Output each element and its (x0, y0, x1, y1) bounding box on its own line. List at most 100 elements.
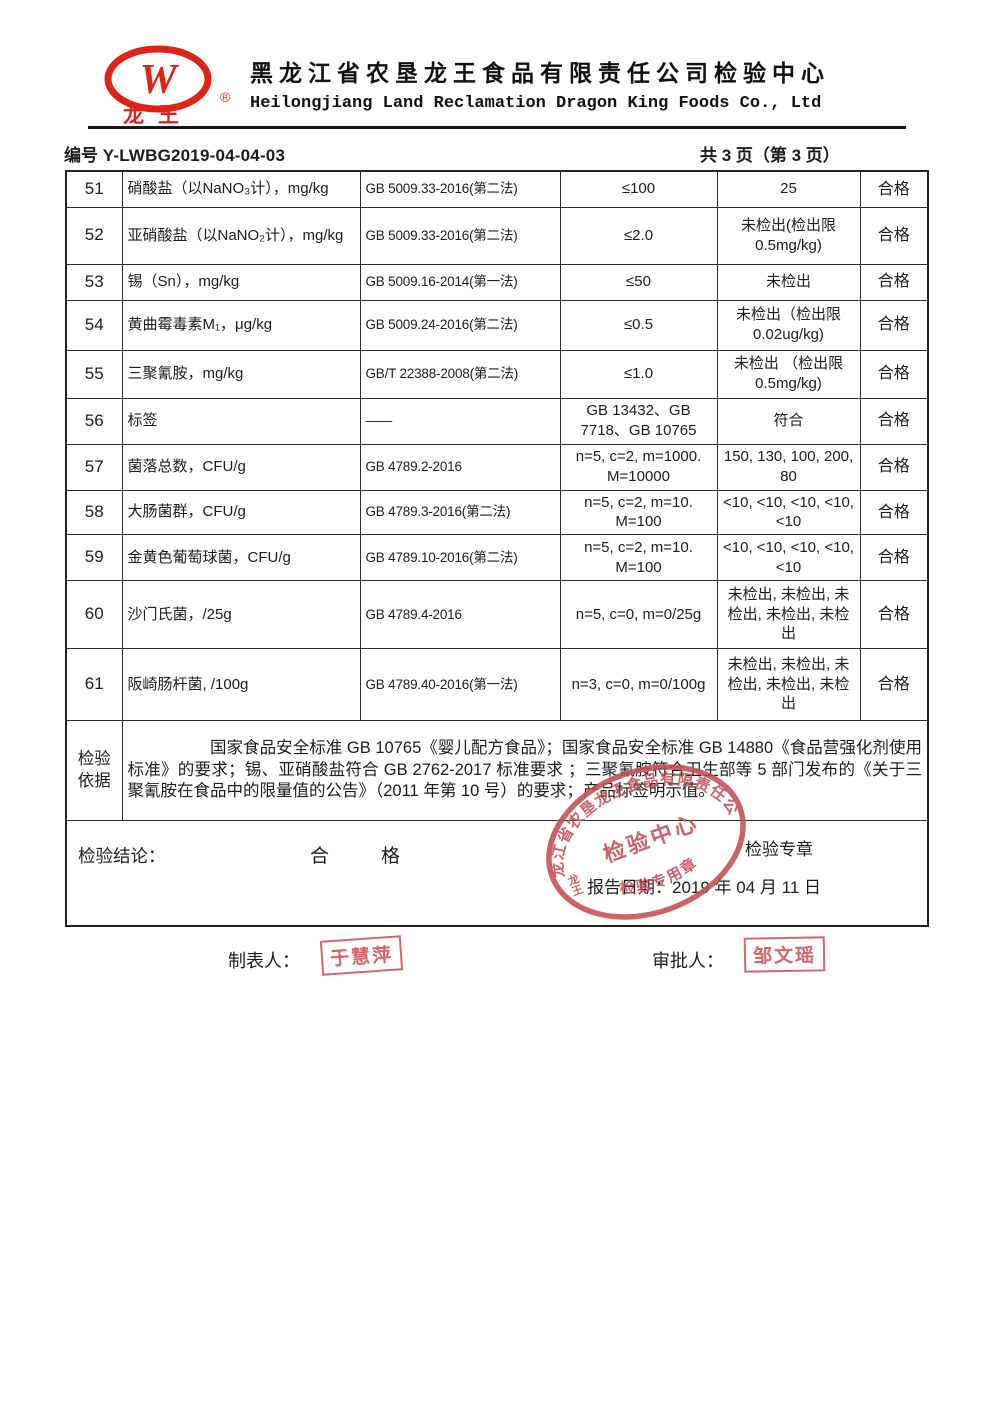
cell-conclusion: 合格 (859, 299, 929, 351)
cell-conclusion: 合格 (859, 206, 929, 265)
table-row: 54 黄曲霉毒素M₁，μg/kg GB 5009.24-2016(第二法) ≤0.5 未… (65, 299, 929, 351)
inspection-basis-row: 检验依据 国家食品安全标准 GB 10765《婴儿配方食品》；国家食品安全标准 … (65, 720, 929, 822)
cell-conclusion: 合格 (859, 489, 929, 536)
cell-conclusion: 合格 (859, 170, 929, 208)
preparer-name-stamp: 于慧萍 (319, 935, 404, 976)
table-row: 51 硝酸盐（以NaNO₃计），mg/kg GB 5009.33-2016(第二法)… (65, 170, 929, 208)
approver-name-stamp: 邹文瑶 (743, 936, 826, 973)
cell-limit: ≤100 (559, 170, 718, 208)
cell-limit: n=5, c=2, m=1000. M=10000 (559, 443, 718, 491)
cell-conclusion: 合格 (859, 443, 929, 491)
inspection-basis-text: 国家食品安全标准 GB 10765《婴儿配方食品》；国家食品安全标准 GB 14… (121, 720, 929, 822)
cell-limit: GB 13432、GB 7718、GB 10765 (559, 397, 718, 445)
logo-brand-text: 龙王 (123, 103, 193, 127)
conclusion-label: 检验结论： (78, 846, 166, 867)
cell-limit: n=5, c=2, m=10. M=100 (559, 534, 718, 582)
cell-no: 58 (65, 489, 123, 536)
cell-no: 60 (65, 580, 123, 650)
preparer-label: 制表人： (228, 951, 300, 971)
logo-mark: W (139, 57, 179, 103)
report-number-label: 编号 (64, 146, 98, 165)
test-results-table: 51 硝酸盐（以NaNO₃计），mg/kg GB 5009.33-2016(第二法)… (65, 170, 929, 927)
table-row: 60 沙门氏菌，/25g GB 4789.4-2016 n=5, c=0, m=0/2… (65, 580, 929, 650)
cell-no: 52 (65, 206, 123, 265)
cell-method: GB 5009.24-2016(第二法) (359, 299, 561, 351)
cell-item: 黄曲霉毒素M₁，μg/kg (121, 299, 361, 351)
cell-result: 未检出(检出限 0.5mg/kg) (716, 206, 861, 265)
cell-result: 未检出 （检出限 0.5mg/kg) (716, 349, 861, 399)
cell-no: 55 (65, 349, 123, 399)
cell-method: GB 4789.4-2016 (359, 580, 561, 650)
cell-limit: ≤0.5 (559, 299, 718, 351)
cell-limit: n=3, c=0, m=0/100g (559, 648, 718, 722)
cell-item: 三聚氰胺，mg/kg (121, 349, 361, 399)
cell-no: 56 (65, 397, 123, 445)
cell-item: 菌落总数，CFU/g (121, 443, 361, 491)
cell-result: <10, <10, <10, <10, <10 (716, 489, 861, 536)
table-row: 57 菌落总数，CFU/g GB 4789.2-2016 n=5, c=2, m=10… (65, 443, 929, 491)
cell-no: 57 (65, 443, 123, 491)
report-number-value: Y-LWBG2019-04-04-03 (102, 146, 286, 165)
cell-method: GB 4789.40-2016(第一法) (359, 648, 561, 722)
cell-no: 51 (65, 170, 123, 208)
cell-result: 150, 130, 100, 200, 80 (716, 443, 861, 491)
cell-item: 亚硝酸盐（以NaNO₂计），mg/kg (121, 206, 361, 265)
cell-item: 阪崎肠杆菌, /100g (121, 648, 361, 722)
approver-label: 审批人： (652, 951, 724, 971)
company-title-en: Heilongjiang Land Reclamation Dragon Kin… (250, 94, 822, 113)
cell-method: GB 5009.16-2014(第一法) (359, 263, 561, 301)
cell-method: GB 4789.10-2016(第二法) (359, 534, 561, 582)
table-row: 59 金黄色葡萄球菌，CFU/g GB 4789.10-2016(第二法) n=5, … (65, 534, 929, 582)
cell-method: GB 4789.2-2016 (359, 443, 561, 491)
cell-result: 未检出（检出限 0.02ug/kg) (716, 299, 861, 351)
cell-result: 25 (716, 170, 861, 208)
cell-item: 锡（Sn），mg/kg (121, 263, 361, 301)
table-row: 53 锡（Sn），mg/kg GB 5009.16-2014(第一法) ≤50 未检出合… (65, 263, 929, 301)
cell-conclusion: 合格 (859, 397, 929, 445)
cell-conclusion: 合格 (859, 534, 929, 582)
cell-limit: ≤2.0 (559, 206, 718, 265)
cell-no: 54 (65, 299, 123, 351)
table-row: 55 三聚氰胺，mg/kg GB/T 22388-2008(第二法) ≤1.0 未检出 … (65, 349, 929, 399)
cell-item: 标签 (121, 397, 361, 445)
cell-result: 未检出, 未检出, 未检出, 未检出, 未检出 (716, 580, 861, 650)
header-titles: 黑龙江省农垦龙王食品有限责任公司检验中心 Heilongjiang Land R… (250, 54, 850, 113)
cell-limit: n=5, c=2, m=10. M=100 (559, 489, 718, 536)
table-row: 52 亚硝酸盐（以NaNO₂计），mg/kg GB 5009.33-2016(第二法… (65, 206, 929, 265)
cell-method: GB/T 22388-2008(第二法) (359, 349, 561, 399)
company-logo: W ® 龙王 (94, 42, 244, 128)
cell-conclusion: 合格 (859, 648, 929, 722)
conclusion-cell: 检验结论： 合格 检验专章 报告日期：2019 年 04 月 11 日 (65, 820, 929, 927)
cell-result: 未检出 (716, 263, 861, 301)
cell-method: —— (359, 397, 561, 445)
conclusion-row: 检验结论： 合格 检验专章 报告日期：2019 年 04 月 11 日 (65, 820, 929, 927)
conclusion-value: 合格 (310, 846, 453, 868)
cell-no: 61 (65, 648, 123, 722)
cell-item: 硝酸盐（以NaNO₃计），mg/kg (121, 170, 361, 208)
header-divider (88, 126, 906, 129)
report-number: 编号 Y-LWBG2019-04-04-03 (64, 141, 285, 166)
cell-method: GB 5009.33-2016(第二法) (359, 170, 561, 208)
cell-item: 沙门氏菌，/25g (121, 580, 361, 650)
cell-method: GB 5009.33-2016(第二法) (359, 206, 561, 265)
table-row: 61 阪崎肠杆菌, /100g GB 4789.40-2016(第一法) n=3, c… (65, 648, 929, 722)
cell-no: 53 (65, 263, 123, 301)
cell-conclusion: 合格 (859, 263, 929, 301)
report-date: 报告日期：2019 年 04 月 11 日 (587, 878, 821, 898)
registered-mark: ® (220, 89, 231, 105)
results-table-body: 51 硝酸盐（以NaNO₃计），mg/kg GB 5009.33-2016(第二法)… (65, 170, 929, 722)
seal-label: 检验专章 (745, 840, 813, 860)
inspection-basis-label: 检验依据 (65, 720, 123, 822)
cell-method: GB 4789.3-2016(第二法) (359, 489, 561, 536)
cell-conclusion: 合格 (859, 349, 929, 399)
dragon-king-logo-graphic: W ® 龙王 (104, 45, 231, 127)
cell-item: 大肠菌群，CFU/g (121, 489, 361, 536)
cell-limit: ≤50 (559, 263, 718, 301)
page-info: 共 3 页（第 3 页） (700, 146, 840, 165)
cell-no: 59 (65, 534, 123, 582)
company-title-cn: 黑龙江省农垦龙王食品有限责任公司检验中心 (250, 60, 830, 86)
table-row: 56 标签 —— GB 13432、GB 7718、GB 10765 符合 合格 (65, 397, 929, 445)
cell-result: 符合 (716, 397, 861, 445)
cell-item: 金黄色葡萄球菌，CFU/g (121, 534, 361, 582)
cell-conclusion: 合格 (859, 580, 929, 650)
